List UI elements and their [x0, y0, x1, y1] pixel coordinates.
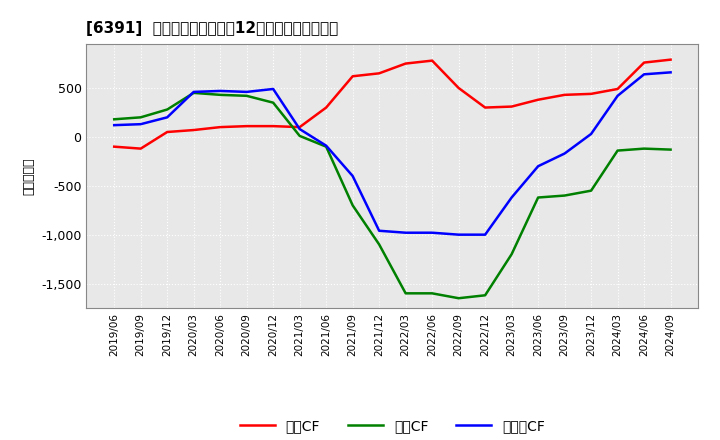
- 投資CF: [613, 148, 622, 153]
- 投資CF: [348, 203, 357, 208]
- 投資CF: [640, 146, 649, 151]
- 営業CF: [295, 125, 304, 130]
- 投資CF: [189, 90, 198, 95]
- 営業CF: [216, 125, 225, 130]
- 営業CF: [322, 105, 330, 110]
- 投資CF: [163, 107, 171, 112]
- 投資CF: [508, 252, 516, 257]
- フリーCF: [322, 143, 330, 148]
- 営業CF: [481, 105, 490, 110]
- フリーCF: [666, 70, 675, 75]
- 営業CF: [348, 73, 357, 79]
- フリーCF: [454, 232, 463, 237]
- フリーCF: [401, 230, 410, 235]
- 投資CF: [587, 188, 595, 193]
- 投資CF: [481, 293, 490, 298]
- Legend: 営業CF, 投資CF, フリーCF: 営業CF, 投資CF, フリーCF: [235, 413, 550, 438]
- フリーCF: [428, 230, 436, 235]
- フリーCF: [508, 195, 516, 200]
- フリーCF: [163, 115, 171, 120]
- フリーCF: [295, 126, 304, 132]
- 営業CF: [560, 92, 569, 98]
- 投資CF: [375, 242, 384, 247]
- 投資CF: [136, 115, 145, 120]
- フリーCF: [189, 89, 198, 95]
- フリーCF: [534, 164, 542, 169]
- 営業CF: [454, 85, 463, 91]
- 営業CF: [136, 146, 145, 151]
- フリーCF: [110, 122, 119, 128]
- 投資CF: [454, 296, 463, 301]
- Text: [6391]  キャッシュフローの12か月移動合計の推移: [6391] キャッシュフローの12か月移動合計の推移: [86, 21, 338, 36]
- 投資CF: [216, 92, 225, 98]
- フリーCF: [136, 121, 145, 127]
- 営業CF: [428, 58, 436, 63]
- 営業CF: [587, 91, 595, 96]
- 投資CF: [401, 291, 410, 296]
- フリーCF: [216, 88, 225, 94]
- Line: フリーCF: フリーCF: [114, 72, 670, 235]
- 投資CF: [560, 193, 569, 198]
- 営業CF: [163, 129, 171, 135]
- フリーCF: [613, 93, 622, 99]
- フリーCF: [481, 232, 490, 237]
- 営業CF: [640, 60, 649, 65]
- 営業CF: [666, 57, 675, 62]
- フリーCF: [243, 89, 251, 95]
- 営業CF: [534, 97, 542, 103]
- 営業CF: [613, 86, 622, 92]
- Line: 投資CF: 投資CF: [114, 93, 670, 298]
- 投資CF: [534, 195, 542, 200]
- 投資CF: [110, 117, 119, 122]
- 投資CF: [295, 133, 304, 139]
- 投資CF: [322, 144, 330, 149]
- フリーCF: [587, 131, 595, 136]
- フリーCF: [640, 72, 649, 77]
- フリーCF: [375, 228, 384, 233]
- 投資CF: [666, 147, 675, 152]
- 営業CF: [189, 128, 198, 133]
- Y-axis label: （百万円）: （百万円）: [22, 157, 35, 195]
- フリーCF: [348, 173, 357, 179]
- Line: 営業CF: 営業CF: [114, 60, 670, 149]
- 営業CF: [375, 71, 384, 76]
- 営業CF: [269, 124, 277, 129]
- 営業CF: [110, 144, 119, 149]
- 営業CF: [508, 104, 516, 109]
- 投資CF: [269, 100, 277, 105]
- 投資CF: [428, 291, 436, 296]
- フリーCF: [269, 86, 277, 92]
- フリーCF: [560, 151, 569, 156]
- 投資CF: [243, 93, 251, 99]
- 営業CF: [401, 61, 410, 66]
- 営業CF: [243, 124, 251, 129]
